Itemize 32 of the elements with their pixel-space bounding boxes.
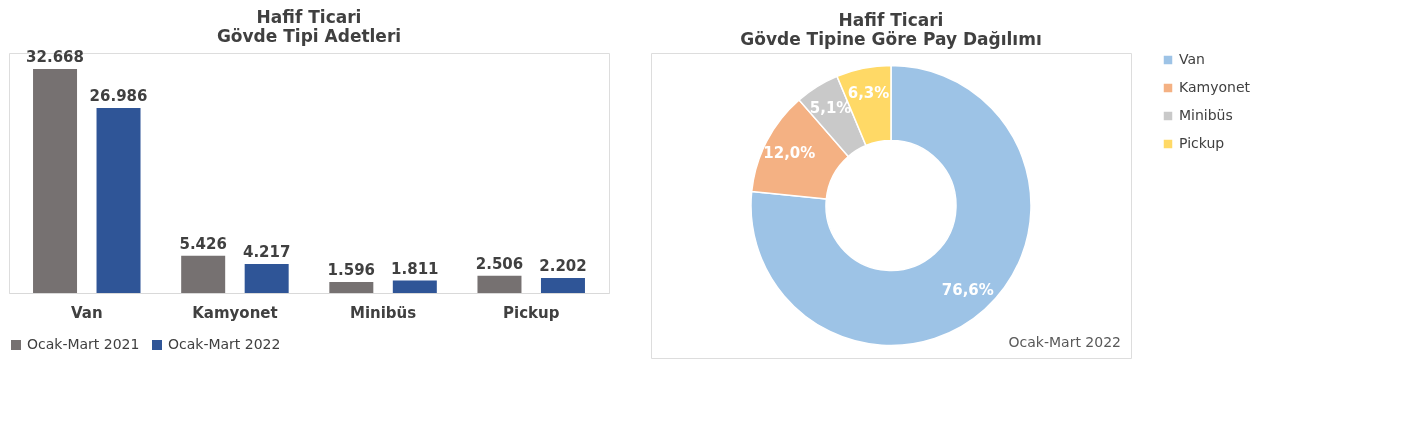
bar [392, 280, 437, 293]
chart-title: Hafif Ticari Gövde Tipi Adetleri [216, 6, 402, 46]
x-tick-label: Minibüs [349, 303, 417, 322]
data-label: 12,0% [763, 143, 816, 162]
legend-label: Minibüs [1179, 107, 1233, 123]
data-label: 2.202 [539, 256, 587, 275]
bar [329, 282, 374, 293]
x-tick-label: Pickup [503, 303, 560, 322]
data-label: 1.596 [327, 261, 376, 280]
data-label: 32.668 [26, 47, 84, 66]
data-label: 2.506 [475, 254, 524, 273]
chart-title: Hafif Ticari Gövde Tipine Göre Pay Dağılımı [740, 10, 1042, 49]
legend-label: Pickup [1179, 135, 1225, 151]
x-tick-label: Van [70, 303, 103, 322]
data-label: 76,6% [941, 281, 994, 300]
bar [33, 68, 78, 293]
bar [540, 277, 585, 293]
data-label: 26.986 [89, 86, 148, 105]
bar [477, 275, 522, 293]
data-label: 1.811 [391, 259, 439, 278]
bar [244, 264, 289, 293]
data-label: 5.426 [179, 234, 227, 253]
data-label: 4.217 [242, 243, 291, 262]
data-label: 6,3% [847, 84, 890, 103]
legend-label: Ocak-Mart 2021 [27, 336, 140, 352]
legend-label: Van [1179, 51, 1205, 67]
bar [181, 255, 226, 293]
text: Ocak-Mart 2022 [1008, 334, 1121, 350]
legend-label: Ocak-Mart 2022 [168, 336, 281, 352]
bar [96, 107, 141, 293]
legend-label: Kamyonet [1179, 79, 1251, 95]
x-tick-label: Kamyonet [192, 303, 278, 322]
